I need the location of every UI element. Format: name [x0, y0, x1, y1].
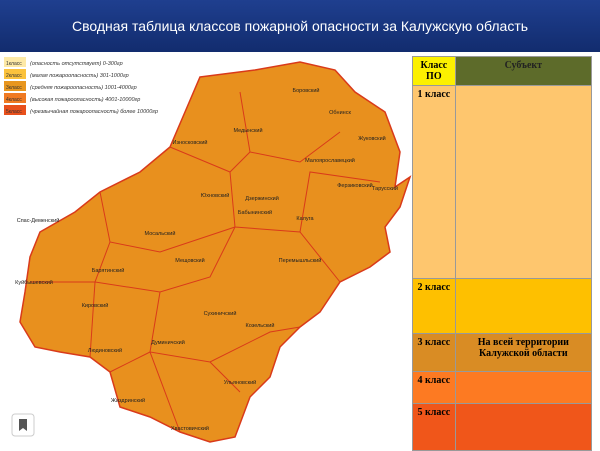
district-label: Кировский [82, 302, 109, 309]
class-table: Класс ПО Субъект 1 класс 2 класс 3 класс… [412, 56, 593, 451]
district-label: Мосальский [145, 230, 176, 237]
district-label: Людиновский [88, 347, 122, 354]
district-label: Мещовский [175, 257, 204, 264]
class-cell: 1 класс [412, 85, 456, 279]
legend-label: (опасность отсутствует) 0-300гр [30, 61, 123, 67]
legend-swatch-label: 5класс [6, 109, 22, 115]
district-label: Калуга [296, 216, 314, 222]
class-cell: 3 класс [412, 333, 456, 372]
district-label: Обнинск [329, 110, 351, 116]
district-label: Сухиничский [204, 310, 237, 317]
header-cell: Класс ПО [412, 56, 456, 86]
district-label: Жуковский [358, 135, 385, 142]
district-label: Тарусский [372, 185, 398, 192]
district-label: Бабынинский [238, 209, 272, 216]
title: Сводная таблица классов пожарной опаснос… [0, 0, 600, 52]
district-label: Хвастовичский [171, 425, 209, 432]
legend: 1класс (опасность отсутствует) 0-300гр 2кл… [4, 57, 158, 115]
legend-swatch [4, 81, 26, 91]
subject-cell: На всей территории Калужской области [454, 333, 593, 372]
legend-label: (малая пожароопасность) 301-1000гр [30, 73, 129, 79]
subject-cell [454, 371, 593, 404]
legend-swatch [4, 57, 26, 67]
subject-cell [454, 85, 593, 279]
district-label: Куйбышевский [15, 279, 53, 286]
legend-swatch-label: 4класс [6, 97, 22, 103]
district-label: Юхновский [201, 192, 230, 199]
district-borders [30, 91, 381, 433]
district-label: Дзержинский [245, 195, 279, 202]
region-outline [19, 61, 412, 443]
district-label: Жиздринский [111, 397, 145, 404]
legend-swatch-label: 3класс [6, 85, 22, 91]
legend-label: (чрезвычайная пожароопасность) более 100… [30, 108, 158, 115]
district-label: Боровский [293, 87, 320, 94]
legend-swatch [4, 93, 26, 103]
district-label: Ферзиковский [337, 182, 373, 189]
district-label: Износковский [172, 139, 207, 146]
legend-swatch-label: 1класс [6, 61, 22, 67]
header-cell: Субъект [454, 56, 593, 86]
district-labels: Боровский Обнинск Медынский Жуковский Износк… [15, 87, 398, 432]
class-cell: 2 класс [412, 278, 456, 334]
legend-swatch [4, 105, 26, 115]
legend-label: (средняя пожароопасность) 1001-4000гр [30, 85, 137, 91]
bookmark-icon [19, 419, 27, 431]
district-label: Ульяновский [224, 379, 256, 386]
district-label: Козельский [246, 322, 275, 329]
district-label: Барятинский [92, 267, 125, 274]
legend-swatch [4, 69, 26, 79]
legend-swatch-label: 2класс [6, 73, 22, 79]
district-label: Малоярославецкий [305, 157, 355, 164]
district-label: Думиничский [151, 339, 185, 346]
legend-label: (высокая пожароопасность) 4001-10000гр [30, 97, 140, 103]
district-label: Медынский [233, 127, 262, 134]
class-cell: 4 класс [412, 371, 456, 404]
class-cell: 5 класс [412, 403, 456, 451]
subject-cell [454, 403, 593, 451]
map: 1класс (опасность отсутствует) 0-300гр 2кл… [4, 57, 412, 443]
district-label: Перемышльский [279, 257, 322, 264]
district-label: Спас-Деменский [17, 217, 60, 224]
subject-cell [454, 278, 593, 334]
